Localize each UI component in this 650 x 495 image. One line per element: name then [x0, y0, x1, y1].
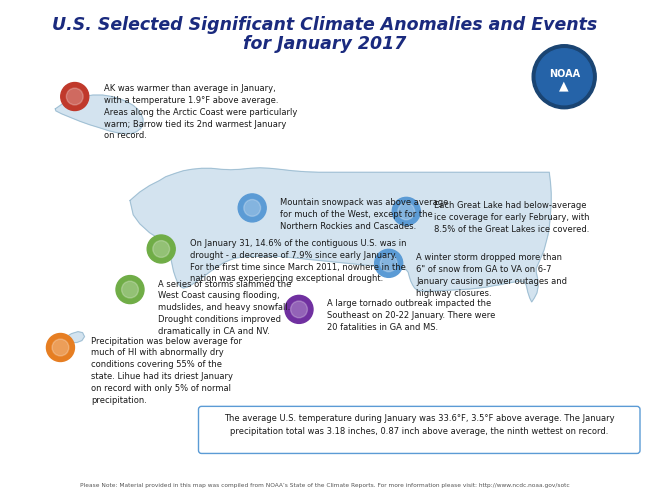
Text: NOAA: NOAA: [549, 69, 580, 79]
Circle shape: [532, 45, 596, 109]
Text: A series of storms slammed the
West Coast causing flooding,
mudslides, and heavy: A series of storms slammed the West Coas…: [158, 280, 291, 336]
Circle shape: [122, 281, 138, 298]
Circle shape: [238, 194, 266, 222]
Circle shape: [374, 249, 403, 277]
Text: U.S. Selected Significant Climate Anomalies and Events: U.S. Selected Significant Climate Anomal…: [53, 16, 597, 34]
Text: A winter storm dropped more than
6" of snow from GA to VA on 6-7
January causing: A winter storm dropped more than 6" of s…: [416, 253, 567, 298]
Text: AK was warmer than average in January,
with a temperature 1.9°F above average.
A: AK was warmer than average in January, w…: [104, 84, 298, 141]
Circle shape: [66, 88, 83, 105]
Circle shape: [52, 339, 69, 356]
Circle shape: [392, 198, 421, 225]
Circle shape: [46, 334, 75, 361]
Text: The average U.S. temperature during January was 33.6°F, 3.5°F above average. The: The average U.S. temperature during Janu…: [224, 414, 614, 436]
Circle shape: [398, 203, 415, 220]
Circle shape: [60, 83, 89, 110]
Circle shape: [291, 301, 307, 318]
Circle shape: [244, 199, 261, 216]
Text: ▲: ▲: [560, 79, 569, 92]
Text: for January 2017: for January 2017: [243, 35, 407, 52]
Text: Precipitation was below average for
much of HI with abnormally dry
conditions co: Precipitation was below average for much…: [91, 337, 242, 404]
Text: A large tornado outbreak impacted the
Southeast on 20-22 January. There were
20 : A large tornado outbreak impacted the So…: [327, 299, 495, 332]
Text: Each Great Lake had below-average
ice coverage for early February, with
8.5% of : Each Great Lake had below-average ice co…: [434, 201, 590, 234]
FancyBboxPatch shape: [198, 406, 640, 453]
Circle shape: [285, 296, 313, 323]
Polygon shape: [62, 332, 84, 343]
Circle shape: [116, 276, 144, 303]
Circle shape: [153, 241, 170, 257]
Polygon shape: [55, 95, 143, 134]
Text: Please Note: Material provided in this map was compiled from NOAA’s State of the: Please Note: Material provided in this m…: [80, 483, 570, 488]
Polygon shape: [130, 168, 551, 302]
Circle shape: [147, 235, 176, 263]
Text: Mountain snowpack was above average
for much of the West, except for the
Norther: Mountain snowpack was above average for …: [280, 198, 448, 231]
Circle shape: [380, 255, 397, 272]
Text: On January 31, 14.6% of the contiguous U.S. was in
drought - a decrease of 7.9% : On January 31, 14.6% of the contiguous U…: [190, 239, 406, 284]
Circle shape: [536, 49, 592, 105]
